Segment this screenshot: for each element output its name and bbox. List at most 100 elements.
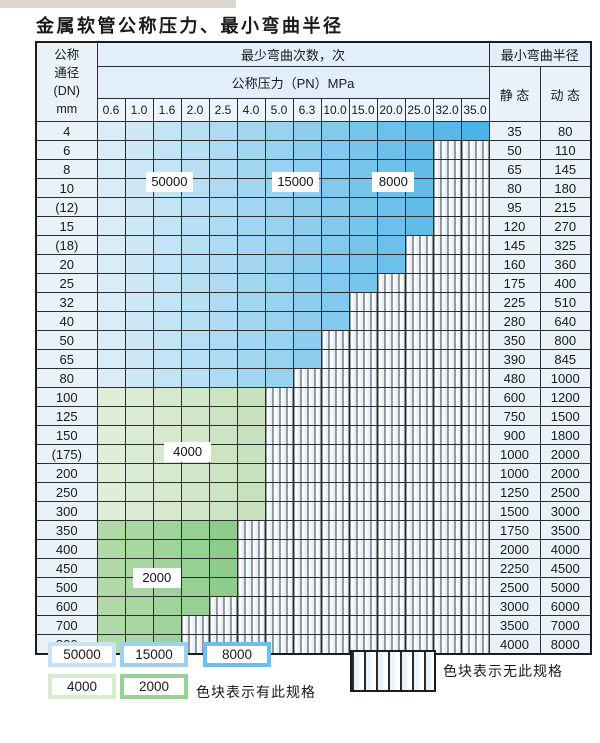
spec-unavailable-cell: [320, 330, 350, 350]
spec-available-cell: [208, 235, 238, 255]
dn-cell: 100: [35, 387, 98, 407]
static-radius-cell: 350: [488, 330, 541, 350]
table-row: 400 2000 4000: [35, 539, 592, 559]
spec-available-cell: [264, 140, 294, 160]
spec-unavailable-cell: [460, 235, 490, 255]
legend: 50000 15000 8000 4000 2000 色块表示有此规格 色块表示…: [0, 638, 600, 743]
spec-unavailable-cell: [348, 330, 378, 350]
spec-available-cell: [348, 121, 378, 141]
spec-unavailable-cell: [292, 596, 322, 616]
static-radius-cell: 160: [488, 254, 541, 274]
spec-available-cell: [208, 349, 238, 369]
spec-table: 公称 通径 (DN) mm 最少弯曲次数，次 最小弯曲半径 公称压力（PN）MP…: [35, 41, 592, 655]
spec-unavailable-cell: [432, 577, 462, 597]
spec-available-cell: [180, 463, 210, 483]
spec-available-cell: [292, 216, 322, 236]
static-radius-cell: 175: [488, 273, 541, 293]
spec-available-cell: [180, 577, 210, 597]
spec-unavailable-cell: [460, 558, 490, 578]
spec-available-cell: [208, 463, 238, 483]
spec-available-cell: [180, 254, 210, 274]
spec-unavailable-cell: [460, 596, 490, 616]
spec-unavailable-cell: [460, 482, 490, 502]
spec-unavailable-cell: [404, 311, 434, 331]
spec-unavailable-cell: [264, 387, 294, 407]
dn-cell: 125: [35, 406, 98, 426]
spec-unavailable-cell: [348, 444, 378, 464]
spec-unavailable-cell: [348, 349, 378, 369]
spec-available-cell: [292, 349, 322, 369]
spec-available-cell: [208, 444, 238, 464]
spec-available-cell: [96, 140, 126, 160]
dn-cell: 6: [35, 140, 98, 160]
spec-available-cell: [208, 197, 238, 217]
spec-unavailable-cell: [348, 558, 378, 578]
spec-available-cell: [320, 159, 350, 179]
spec-available-cell: [96, 387, 126, 407]
static-radius-cell: 80: [488, 178, 541, 198]
spec-available-cell: [96, 292, 126, 312]
spec-unavailable-cell: [460, 197, 490, 217]
spec-unavailable-cell: [404, 520, 434, 540]
spec-available-cell: [180, 292, 210, 312]
spec-available-cell: [264, 349, 294, 369]
spec-unavailable-cell: [376, 539, 406, 559]
spec-unavailable-cell: [264, 577, 294, 597]
spec-available-cell: [96, 615, 126, 635]
spec-available-cell: [348, 216, 378, 236]
spec-available-cell: [96, 216, 126, 236]
spec-unavailable-cell: [432, 159, 462, 179]
spec-available-cell: [292, 235, 322, 255]
table-row: 500 2500 5000: [35, 577, 592, 597]
spec-unavailable-cell: [404, 406, 434, 426]
static-radius-cell: 1000: [488, 463, 541, 483]
legend-swatch-label: 8000: [207, 646, 267, 663]
spec-available-cell: [376, 197, 406, 217]
spec-unavailable-cell: [376, 387, 406, 407]
static-radius-cell: 390: [488, 349, 541, 369]
spec-unavailable-cell: [432, 349, 462, 369]
dn-cell: 65: [35, 349, 98, 369]
spec-available-cell: [404, 140, 434, 160]
pressure-col-header: 35.0: [460, 98, 490, 122]
table-row: 50 350 800: [35, 330, 592, 350]
spec-available-cell: [124, 235, 154, 255]
spec-available-cell: [208, 273, 238, 293]
spec-unavailable-cell: [376, 520, 406, 540]
spec-available-cell: [180, 349, 210, 369]
spec-unavailable-cell: [404, 501, 434, 521]
spec-available-cell: [180, 140, 210, 160]
spec-available-cell: [208, 121, 238, 141]
pressure-col-header: 32.0: [432, 98, 462, 122]
spec-available-cell: [96, 178, 126, 198]
spec-unavailable-cell: [432, 539, 462, 559]
spec-available-cell: [96, 406, 126, 426]
spec-unavailable-cell: [348, 501, 378, 521]
spec-unavailable-cell: [376, 311, 406, 331]
spec-unavailable-cell: [264, 444, 294, 464]
table-row: (18) 145 325: [35, 235, 592, 255]
spec-unavailable-cell: [320, 558, 350, 578]
spec-available-cell: [208, 216, 238, 236]
spec-available-cell: [124, 482, 154, 502]
spec-available-cell: [236, 330, 266, 350]
spec-available-cell: [96, 425, 126, 445]
spec-unavailable-cell: [348, 615, 378, 635]
spec-unavailable-cell: [404, 577, 434, 597]
spec-available-cell: [208, 520, 238, 540]
spec-unavailable-cell: [404, 235, 434, 255]
spec-unavailable-cell: [432, 558, 462, 578]
spec-unavailable-cell: [264, 463, 294, 483]
dn-cell: (12): [35, 197, 98, 217]
static-radius-cell: 120: [488, 216, 541, 236]
table-row: (175) 1000 2000: [35, 444, 592, 464]
spec-available-cell: [152, 254, 182, 274]
spec-unavailable-cell: [320, 501, 350, 521]
spec-available-cell: [460, 121, 490, 141]
spec-unavailable-cell: [460, 254, 490, 274]
spec-unavailable-cell: [376, 292, 406, 312]
spec-unavailable-cell: [376, 558, 406, 578]
static-radius-cell: 1000: [488, 444, 541, 464]
dynamic-radius-cell: 4000: [539, 539, 592, 559]
spec-unavailable-cell: [432, 178, 462, 198]
